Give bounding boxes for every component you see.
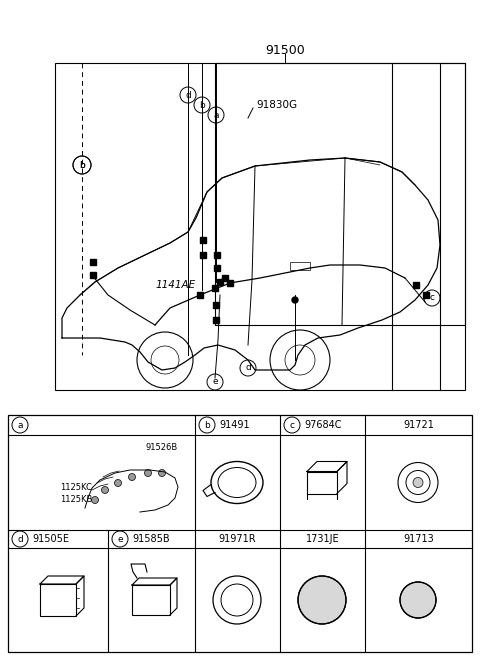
Text: 97684C: 97684C	[304, 420, 341, 430]
Circle shape	[101, 487, 108, 493]
Text: 91491: 91491	[219, 420, 250, 430]
Bar	[413, 282, 419, 288]
Text: b: b	[204, 420, 210, 430]
Bar	[214, 252, 220, 258]
Text: 1125KB: 1125KB	[60, 495, 92, 504]
Text: e: e	[212, 377, 218, 386]
Circle shape	[292, 297, 298, 303]
Bar	[197, 292, 203, 298]
Bar	[215, 63, 465, 325]
Text: 91713: 91713	[403, 534, 434, 544]
Text: e: e	[117, 535, 123, 544]
Text: a: a	[213, 110, 219, 119]
Bar	[217, 279, 223, 285]
Bar	[423, 292, 429, 298]
Text: 91526B: 91526B	[145, 443, 177, 453]
Text: b: b	[79, 161, 85, 169]
Circle shape	[129, 474, 135, 480]
Circle shape	[413, 478, 423, 487]
Bar	[213, 317, 219, 323]
Bar	[90, 272, 96, 278]
Text: 91585B: 91585B	[132, 534, 169, 544]
Text: c: c	[289, 420, 295, 430]
Bar	[307, 472, 337, 493]
Text: 91500: 91500	[265, 43, 305, 56]
Text: c: c	[430, 293, 434, 302]
Circle shape	[298, 576, 346, 624]
Bar	[214, 265, 220, 271]
Bar	[90, 259, 96, 265]
Text: 91721: 91721	[403, 420, 434, 430]
Circle shape	[92, 497, 98, 504]
Text: b: b	[199, 100, 205, 110]
Bar	[227, 280, 233, 286]
Bar	[222, 275, 228, 281]
Text: 91505E: 91505E	[32, 534, 69, 544]
Bar	[213, 302, 219, 308]
Text: 91971R: 91971R	[219, 534, 256, 544]
Text: a: a	[17, 420, 23, 430]
Bar	[55, 63, 465, 390]
Bar	[200, 237, 206, 243]
Text: 91830G: 91830G	[256, 100, 297, 110]
Text: 1731JE: 1731JE	[306, 534, 339, 544]
Text: d: d	[185, 91, 191, 100]
Bar	[290, 262, 310, 270]
Bar	[132, 585, 170, 615]
Bar	[40, 584, 76, 616]
Text: d: d	[245, 363, 251, 373]
Bar	[212, 285, 218, 291]
Circle shape	[115, 480, 121, 487]
Bar	[8, 415, 472, 652]
Text: 1141AE: 1141AE	[155, 280, 195, 290]
Bar	[200, 252, 206, 258]
Text: d: d	[17, 535, 23, 544]
Circle shape	[144, 470, 152, 476]
Circle shape	[158, 470, 166, 476]
Text: b: b	[79, 161, 85, 169]
Circle shape	[400, 582, 436, 618]
Text: 1125KC: 1125KC	[60, 483, 92, 493]
